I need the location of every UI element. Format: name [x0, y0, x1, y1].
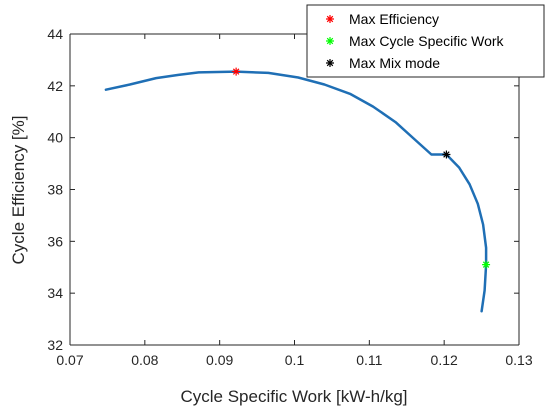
series-group	[104, 67, 491, 313]
y-tick-label: 36	[47, 233, 63, 249]
y-tick-label: 42	[47, 78, 63, 94]
efficiency-curve	[104, 70, 488, 313]
x-tick-label: 0.1	[285, 352, 305, 368]
x-tick-label: 0.12	[431, 352, 458, 368]
x-tick-label: 0.13	[505, 352, 532, 368]
x-tick-label: 0.09	[206, 352, 233, 368]
x-tick-label: 0.08	[131, 352, 158, 368]
y-tick-label: 44	[47, 26, 63, 42]
y-tick-label: 38	[47, 182, 63, 198]
max-mix-mode-marker	[442, 150, 451, 159]
max-efficiency-marker	[232, 67, 241, 76]
y-axis-label: Cycle Efficiency [%]	[9, 116, 28, 265]
axes-group: 0.07 0.08 0.09 0.1 0.11 0.12 0.13 32 34 36 38 40 42 4…	[47, 26, 532, 368]
legend-label-max-cycle-specific-work: Max Cycle Specific Work	[349, 33, 505, 49]
y-tick-label: 32	[47, 337, 63, 353]
y-tick-label: 34	[47, 285, 63, 301]
legend-label-max-mix-mode: Max Mix mode	[349, 55, 440, 71]
x-tick-label: 0.07	[56, 352, 83, 368]
legend-marker-max-efficiency	[326, 15, 334, 23]
legend-marker-max-cycle-specific-work	[326, 37, 334, 45]
y-tick-label: 40	[47, 130, 63, 146]
legend: Max Efficiency Max Cycle Specific Work Max…	[306, 4, 545, 78]
x-tick-label: 0.11	[356, 352, 382, 368]
plot-area	[70, 34, 519, 345]
legend-label-max-efficiency: Max Efficiency	[349, 11, 439, 27]
max-cycle-specific-work-marker	[482, 260, 491, 269]
legend-marker-max-mix-mode	[326, 59, 334, 67]
x-axis-label: Cycle Specific Work [kW-h/kg]	[180, 387, 407, 406]
legend-box	[306, 4, 545, 78]
